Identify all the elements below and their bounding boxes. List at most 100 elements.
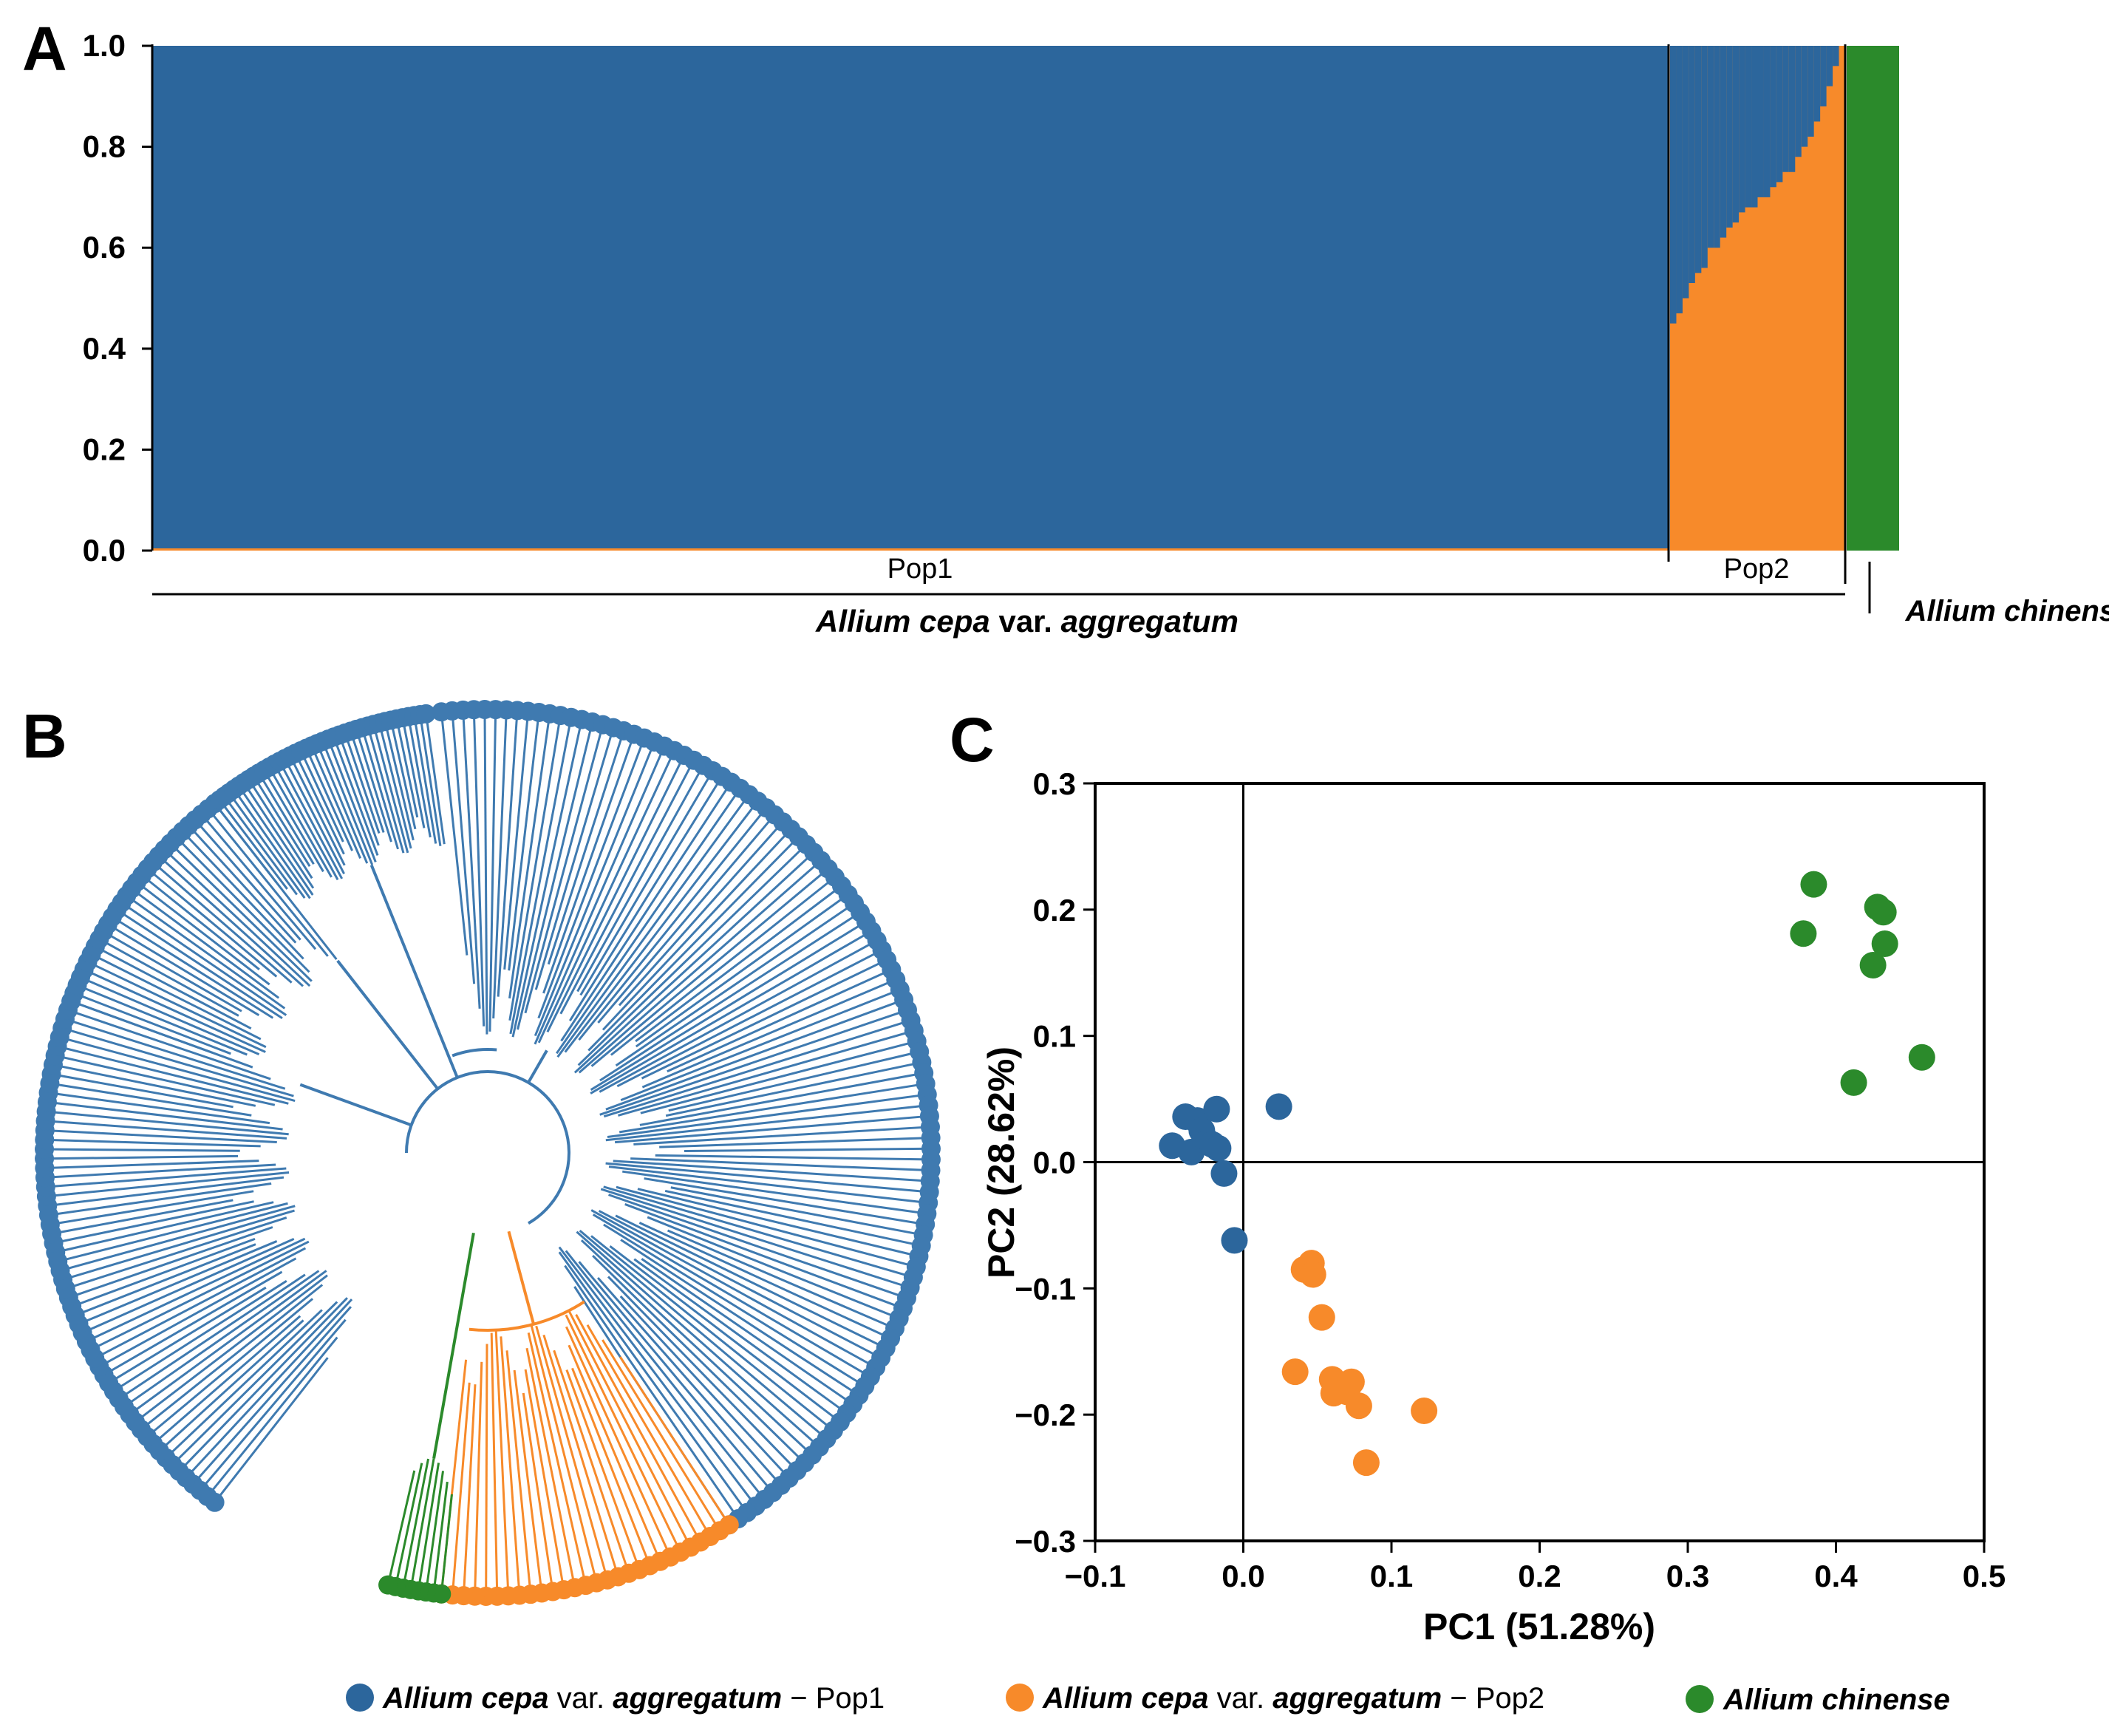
- pop2-bar-orange: [1694, 46, 1702, 551]
- tree-backbone-radial-3: [369, 864, 459, 1078]
- tree-backbone-arc: [405, 1070, 570, 1225]
- legend-marker-chinense: [1686, 1685, 1714, 1713]
- chinense-clade: [378, 1458, 453, 1604]
- pop1-sub1-branch: [153, 1298, 314, 1432]
- pop1-sub1-branch: [56, 1176, 285, 1206]
- pop1-sub4-branch: [558, 1246, 752, 1500]
- pop1-sub1-branch: [71, 1209, 295, 1279]
- pop1-sub1-branch: [60, 1075, 234, 1109]
- pop1-sub1-branch: [147, 1284, 324, 1425]
- pop1-sub4-branch: [655, 1154, 922, 1161]
- pop1-sub1-branch: [53, 1148, 240, 1152]
- pop1-sub4-branch: [641, 962, 879, 1080]
- pop1-sub3-branch: [352, 739, 385, 833]
- pop2-branch: [575, 1314, 698, 1535]
- pca-xtick-label: 0.1: [1370, 1559, 1413, 1593]
- pop1-sub3-clade: [205, 704, 446, 899]
- pop1-sub4-branch: [537, 758, 672, 1044]
- pop1-sub4-branch: [603, 1223, 858, 1383]
- pop2-branch: [474, 1361, 483, 1587]
- pca-points: [1159, 871, 1935, 1477]
- pop1-sub1-branch: [67, 1038, 296, 1102]
- pop1-sub1-branch: [219, 1357, 329, 1497]
- pop1-sub4-branch: [534, 749, 653, 1037]
- pop1-sub1-branch: [54, 1167, 287, 1188]
- chinense-tip: [378, 1575, 398, 1595]
- pop2-branch: [553, 1349, 627, 1565]
- pop1-sub1-branch: [64, 1201, 274, 1252]
- pop1-sub4-branch: [597, 820, 770, 1024]
- circular-tree: [35, 700, 941, 1606]
- pop1-sub1-branch: [75, 1012, 271, 1080]
- pop1-sub4-branch: [620, 992, 893, 1102]
- pop1-sub1-branch: [212, 1336, 338, 1491]
- pop1-sub3-branch: [324, 749, 374, 865]
- pca-point-pop1: [1205, 1134, 1232, 1162]
- pop2-branch: [527, 1332, 585, 1577]
- pop1-sub3-branch: [403, 726, 426, 828]
- pop1-sub4-branch: [508, 724, 560, 1021]
- pop1-sub1-branch: [94, 1237, 306, 1339]
- pop2-bar-blue: [1694, 46, 1702, 273]
- species-main-label: Allium cepa var. aggregatum: [815, 604, 1239, 639]
- chinense-branch: [411, 1458, 435, 1582]
- pop1-sub4-branch: [610, 882, 829, 1056]
- pop1-sub2-branch: [110, 935, 242, 1012]
- pop2-branch: [571, 1367, 648, 1558]
- pca-point-pop2: [1281, 1358, 1309, 1386]
- a-ytick-label: 0.0: [83, 533, 126, 568]
- pop2-bar-orange: [1757, 46, 1765, 551]
- pop1-sub4-branch: [633, 1126, 922, 1146]
- pop1-sub4-branch: [568, 783, 718, 1022]
- pop2-branch: [586, 1324, 707, 1530]
- pop1-sub4-branch: [647, 1216, 892, 1316]
- pop1-sub2-branch: [91, 972, 266, 1053]
- pop1-minor-component: [152, 548, 1669, 551]
- pop1-sub2-branch: [137, 893, 280, 999]
- pop1-sub1-branch: [57, 1092, 270, 1125]
- pop1-sub1-branch: [198, 1306, 352, 1479]
- pop1-sub3-branch: [335, 745, 379, 856]
- pop1-sub4-branch: [607, 1276, 792, 1466]
- pca-point-pop1: [1265, 1093, 1292, 1120]
- pop1-sub4-branch: [602, 834, 786, 1031]
- pop1-sub4-branch: [524, 732, 602, 1014]
- pop1-sub1-branch: [54, 1120, 287, 1140]
- pop1-sub4-branch: [576, 772, 701, 993]
- pca-point-pop2: [1345, 1392, 1372, 1420]
- pop1-sub3-branch: [369, 734, 405, 854]
- pop1-sub1-branch: [61, 1065, 256, 1107]
- pop2-bar-orange: [1739, 46, 1746, 551]
- pop1-sub4-branch: [497, 719, 518, 997]
- pop1-sub2-branch: [119, 920, 274, 1019]
- pop1-sub4-branch: [483, 718, 488, 1035]
- pca-point-chinense: [1871, 930, 1898, 957]
- pop2-branch: [530, 1324, 596, 1575]
- pop1-sub3-branch: [397, 727, 419, 818]
- pop2-branch: [565, 1314, 678, 1545]
- pop1-sub4-branch: [603, 1185, 905, 1276]
- pop1-sub3-branch: [298, 760, 345, 855]
- pop2-branch: [485, 1344, 488, 1588]
- pca-point-pop2: [1308, 1304, 1335, 1331]
- pca-xtick-label: 0.4: [1814, 1559, 1858, 1593]
- pop1-sub4-branch: [546, 763, 681, 1032]
- pop1-sub1-branch: [115, 1286, 267, 1380]
- pop2-bar-orange: [1826, 46, 1833, 551]
- pop1-sub4-branch: [641, 1258, 847, 1400]
- pop2-branch: [500, 1336, 520, 1587]
- pop1-sub3-branch: [386, 729, 415, 841]
- pop1-sub4-branch: [639, 1073, 916, 1126]
- pop1-sub1-branch: [66, 1202, 288, 1261]
- pop1-sub4-branch: [577, 849, 801, 1066]
- pop1-sub4-branch: [607, 1095, 919, 1138]
- pop1-sub3-branch: [420, 723, 442, 847]
- pop2-bar-orange: [1714, 46, 1721, 551]
- pop2-branch: [452, 1382, 471, 1587]
- pop2-bar-blue: [1751, 46, 1759, 208]
- pop1-sub4-branch: [599, 943, 870, 1093]
- pca-ticks: −0.1 0.0 0.1 0.2 0.3 0.4 0.5 −0.3 −0.2 −0.1 0.0 0.1…: [1015, 766, 2006, 1593]
- pop1-sub4-branch: [534, 754, 662, 1045]
- pca-point-pop2: [1299, 1261, 1326, 1288]
- legend-label-pop1: Allium cepa var. aggregatum − Pop1: [382, 1682, 885, 1715]
